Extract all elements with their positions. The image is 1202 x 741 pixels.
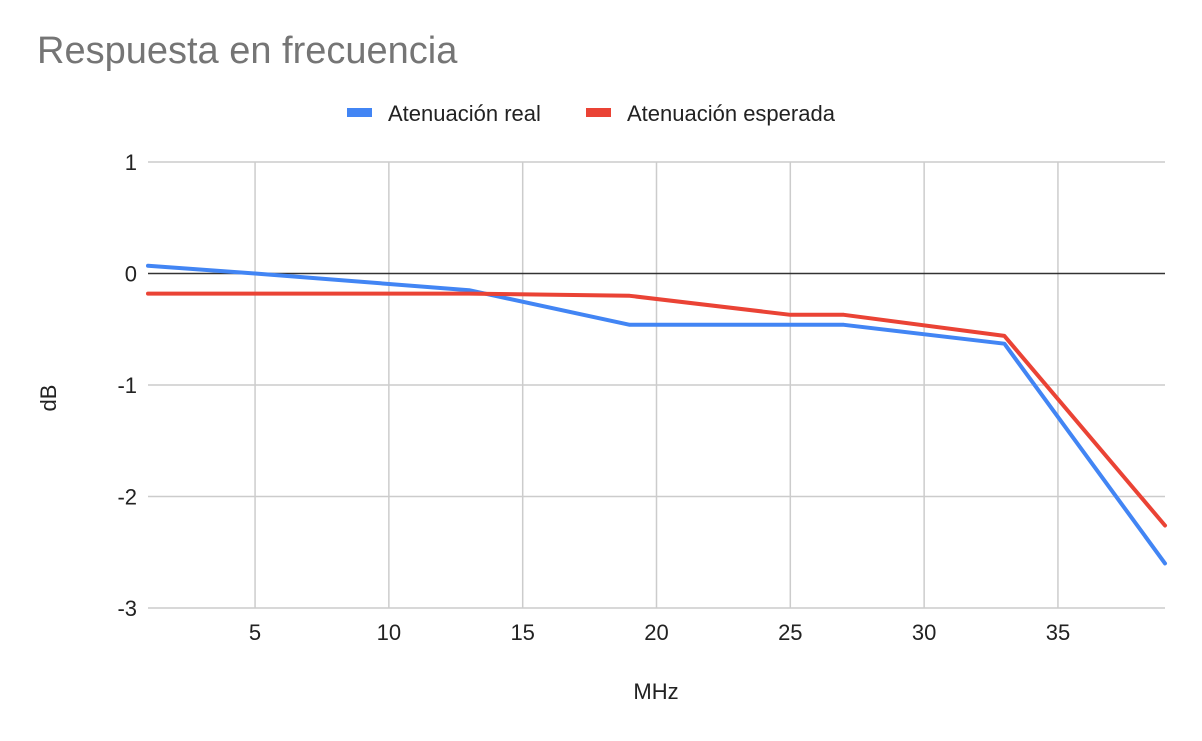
series-line-2 [146,291,1167,528]
x-tick-label: 10 [377,620,401,645]
legend-swatch [347,108,372,117]
series-line-1 [146,263,1167,566]
legend-swatch [586,108,611,117]
y-tick-label: 1 [125,150,137,175]
x-axis-label: MHz [633,679,678,704]
x-tick-label: 20 [644,620,668,645]
x-tick-label: 25 [778,620,802,645]
x-tick-label: 30 [912,620,936,645]
x-tick-labels: 5 10 15 20 25 30 35 [249,620,1070,645]
y-tick-label: 0 [125,262,137,287]
y-tick-label: -1 [117,373,137,398]
series-lines [146,263,1167,566]
chart-title: Respuesta en frecuencia [37,30,458,72]
x-tick-label: 5 [249,620,261,645]
y-tick-labels: 1 0 -1 -2 -3 [117,150,137,621]
y-tick-label: -2 [117,485,137,510]
x-tick-label: 15 [510,620,534,645]
legend: Atenuación real Atenuación esperada [347,101,836,126]
y-tick-label: -3 [117,596,137,621]
legend-label: Atenuación esperada [627,101,836,126]
y-gridlines [148,161,1165,609]
x-tick-label: 35 [1046,620,1070,645]
y-axis-label: dB [36,385,61,412]
legend-label: Atenuación real [388,101,541,126]
